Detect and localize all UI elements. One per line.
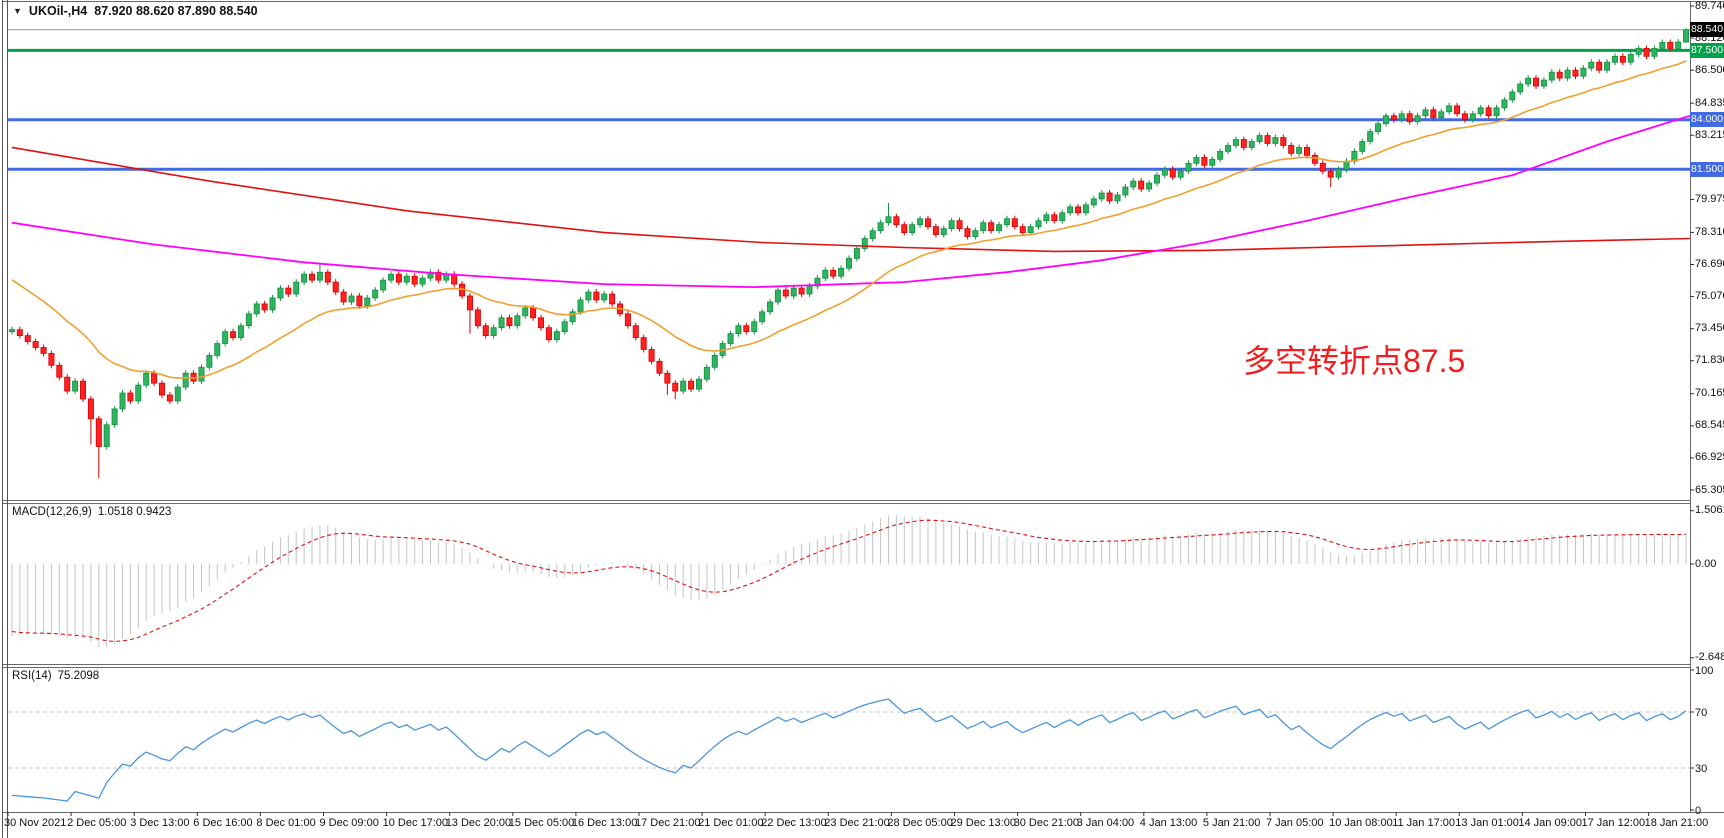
price-badge-blue: 81.500	[1690, 161, 1724, 177]
horizontal-price-lines[interactable]	[8, 29, 1690, 171]
rsi-axis-label: 100	[1695, 664, 1714, 677]
ma-orange-line	[11, 60, 1687, 379]
symbol-dropdown-icon[interactable]: ▼	[13, 6, 22, 16]
time-axis-label: 7 Jan 05:00	[1266, 817, 1324, 829]
macd-axis-label: 1.5061	[1695, 504, 1724, 517]
time-axis-label: 13 Jan 01:00	[1455, 817, 1519, 829]
price-axis-label: 75.070	[1695, 290, 1724, 303]
time-axis-label: 17 Jan 12:00	[1581, 817, 1646, 829]
symbol-title: UKOil-,H4	[28, 4, 88, 18]
rsi-axis-label: 30	[1695, 762, 1708, 775]
macd-indicator-label: MACD(12,26,9) 1.0518 0.9423	[12, 506, 171, 518]
macd-axis-label: -2.6487	[1695, 651, 1724, 664]
rsi-axis-label: 70	[1695, 706, 1708, 719]
macd-axis-label: 0.00	[1695, 557, 1717, 570]
time-axis-label: 5 Jan 21:00	[1202, 817, 1261, 829]
time-axis-label: 13 Dec 20:00	[445, 817, 512, 829]
price-axis-label: 79.975	[1695, 192, 1724, 205]
price-axis-label: 70.165	[1695, 387, 1724, 400]
time-axis-label: 16 Dec 13:00	[571, 817, 638, 829]
price-axis-label: 86.500	[1695, 63, 1724, 76]
price-badge-current: 88.540	[1690, 22, 1724, 38]
price-axis-label: 83.215	[1695, 128, 1724, 141]
price-axis-label: 68.545	[1695, 419, 1724, 432]
time-axis-label: 3 Jan 04:00	[1076, 817, 1135, 829]
price-axis-label: 66.925	[1695, 451, 1724, 464]
price-badge-blue: 84.000	[1690, 112, 1724, 128]
time-axis-label: 30 Dec 21:00	[1013, 817, 1080, 829]
time-axis-label: 28 Dec 05:00	[887, 817, 953, 829]
price-axis-label: 84.835	[1695, 96, 1724, 109]
time-axis-label: 4 Jan 13:00	[1139, 817, 1198, 829]
time-axis-label: 10 Jan 08:00	[1329, 817, 1393, 829]
price-axis-label: 73.450	[1695, 322, 1724, 335]
price-axis-label: 76.690	[1695, 257, 1724, 270]
price-axis-label: 89.740	[1695, 0, 1724, 12]
time-axis-label: 29 Dec 13:00	[950, 817, 1016, 829]
macd-histogram	[11, 514, 1687, 648]
candlestick-series	[8, 28, 1690, 479]
rsi-indicator-label: RSI(14) 75.2098	[12, 670, 99, 682]
time-axis-label: 9 Dec 09:00	[319, 817, 379, 829]
time-axis-label: 3 Dec 13:00	[130, 817, 190, 829]
price-axis-label: 78.310	[1695, 225, 1724, 238]
macd-values: 1.0518 0.9423	[97, 506, 172, 518]
time-axis-label: 10 Dec 17:00	[382, 817, 449, 829]
time-axis-label: 22 Dec 13:00	[761, 817, 827, 829]
time-axis-label: 30 Nov 2021	[4, 817, 67, 829]
time-axis-label: 11 Jan 17:00	[1392, 817, 1455, 829]
time-axis-label: 14 Jan 09:00	[1518, 817, 1583, 829]
ma-magenta-line	[11, 114, 1690, 289]
price-annotation-text[interactable]: 多空转折点87.5	[1243, 343, 1466, 379]
time-axis-label: 17 Dec 21:00	[635, 817, 701, 829]
time-axis-label: 21 Dec 01:00	[698, 817, 764, 829]
price-badge-green: 87.500	[1690, 42, 1724, 58]
price-axis-label: 65.305	[1695, 483, 1724, 496]
rsi-title: RSI(14)	[12, 670, 52, 682]
rsi-values: 75.2098	[57, 670, 100, 682]
time-axis-label: 18 Jan 21:00	[1644, 817, 1709, 829]
time-axis-label: 15 Dec 05:00	[508, 817, 575, 829]
time-axis-label: 23 Dec 21:00	[824, 817, 890, 829]
time-axis-label: 2 Dec 05:00	[67, 817, 127, 829]
rsi-axis-label: 0	[1695, 804, 1702, 817]
chart-title-bar: ▼ UKOil-,H4 87.920 88.620 87.890 88.540	[13, 4, 258, 18]
ma-red-line	[11, 146, 1690, 253]
rsi-line	[11, 698, 1687, 802]
macd-signal-line	[11, 519, 1687, 643]
price-axis-label: 71.830	[1695, 354, 1724, 367]
time-axis-label: 6 Dec 16:00	[193, 817, 253, 829]
ohlc-readout: 87.920 88.620 87.890 88.540	[94, 4, 258, 18]
macd-title: MACD(12,26,9)	[12, 506, 92, 518]
time-axis-label: 8 Dec 01:00	[256, 817, 316, 829]
